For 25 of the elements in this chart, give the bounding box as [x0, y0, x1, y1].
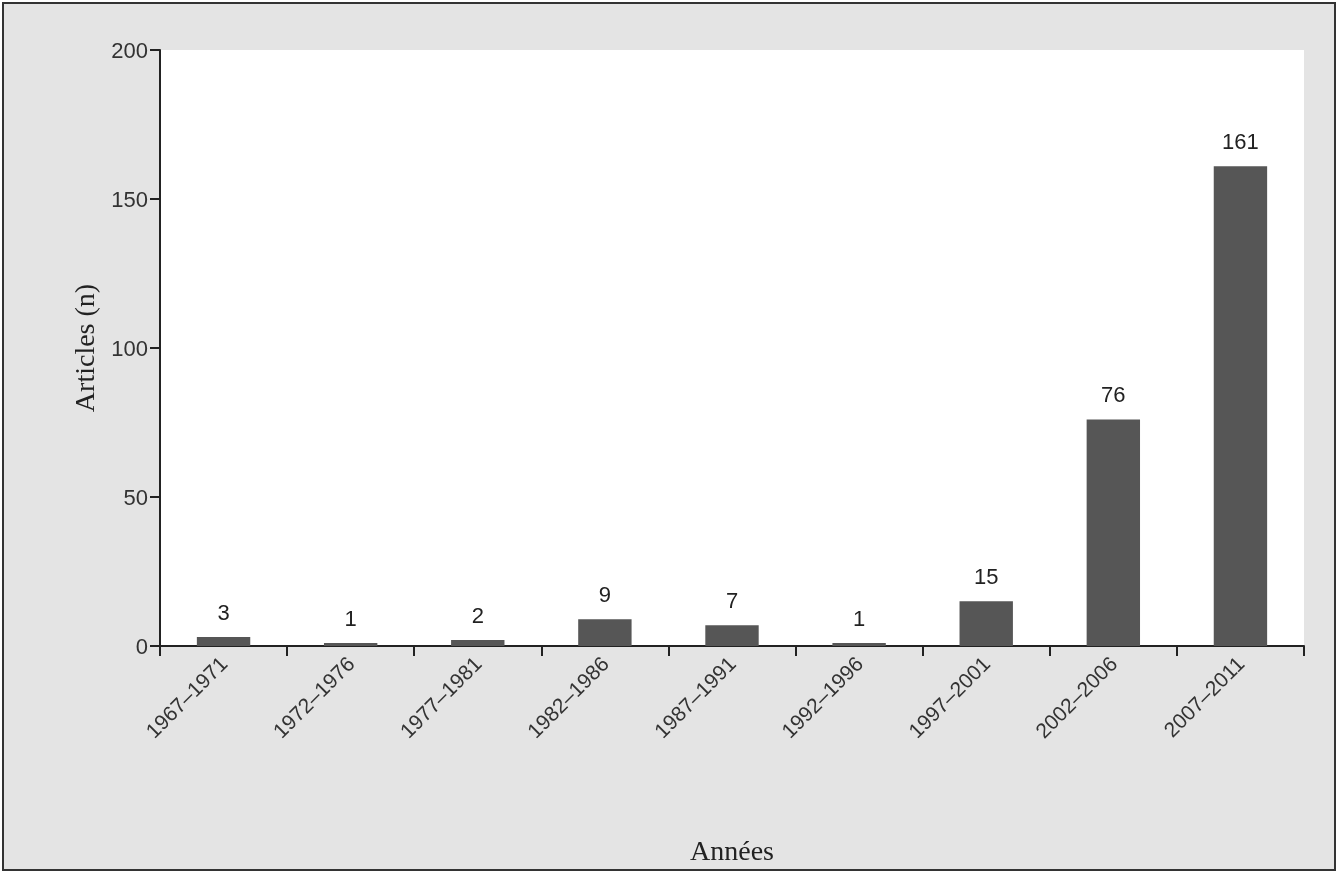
data-label: 7	[725, 587, 739, 613]
data-label: 9	[598, 581, 612, 607]
bar	[323, 643, 378, 646]
bar	[196, 637, 251, 646]
x-axis-title: Années	[690, 834, 774, 866]
bar	[1086, 419, 1141, 646]
bar	[832, 643, 886, 646]
y-tick-label: 100	[111, 335, 148, 361]
bar	[705, 625, 759, 646]
bar	[1213, 166, 1268, 646]
y-tick-label: 50	[123, 484, 148, 510]
bar	[451, 640, 505, 646]
y-tick-label: 200	[111, 37, 148, 63]
y-axis-title: Articles (n)	[68, 283, 100, 413]
data-label: 15	[973, 563, 999, 589]
bar	[578, 619, 632, 646]
data-label: 3	[217, 599, 230, 625]
bar	[959, 601, 1013, 646]
data-label: 1	[344, 605, 357, 631]
y-tick-label: 150	[111, 186, 148, 212]
data-label: 1	[852, 605, 866, 631]
data-label: 161	[1222, 128, 1259, 154]
data-label: 76	[1101, 382, 1126, 408]
data-label: 2	[471, 602, 484, 628]
y-tick-label: 0	[135, 633, 148, 659]
